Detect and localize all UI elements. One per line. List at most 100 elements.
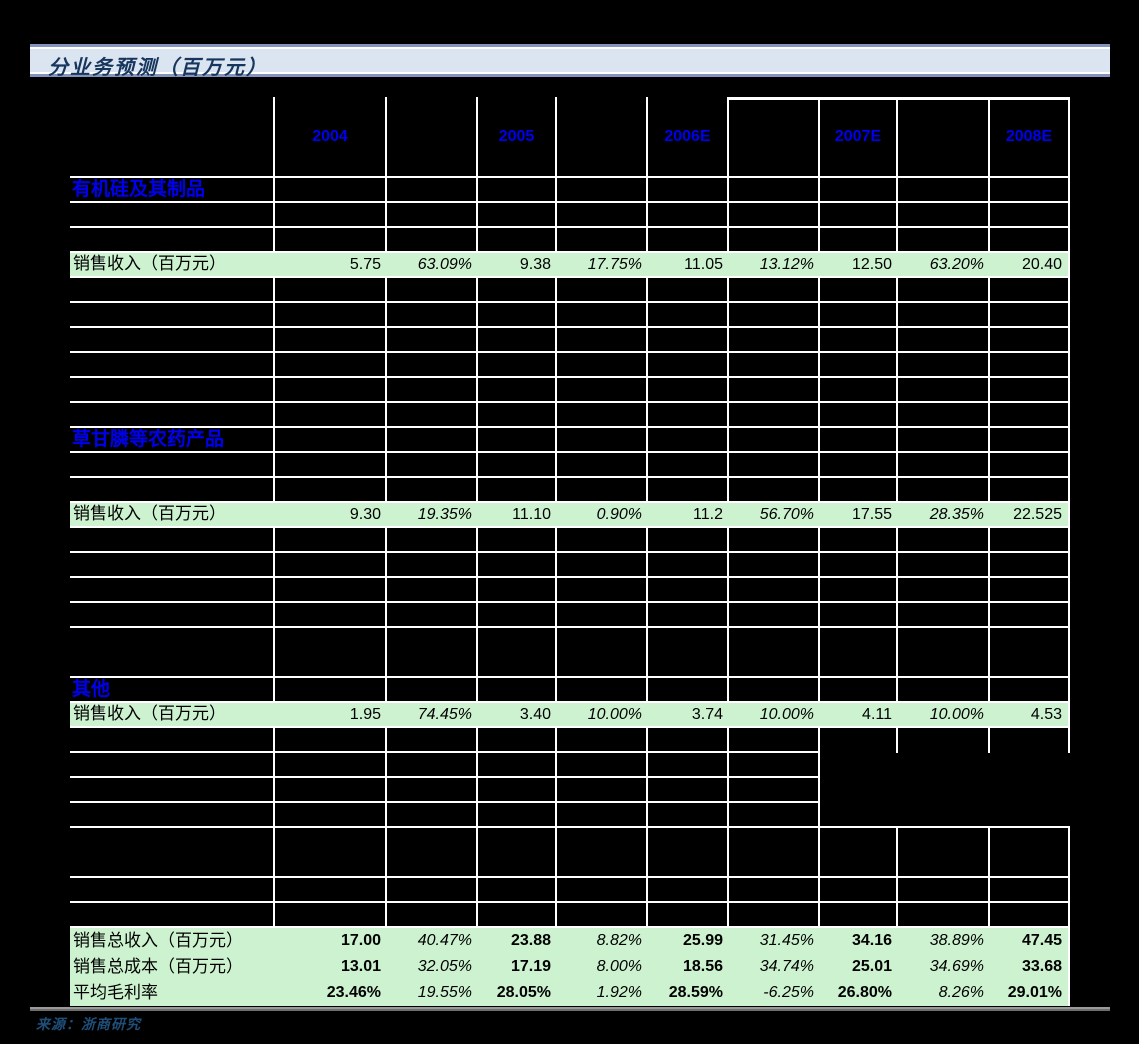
value-cell: 26.80% <box>837 984 892 1001</box>
revenue-row-glyphosate: 销售收入（百万元） 9.30 19.35% 11.10 0.90% 11.2 5… <box>70 503 1070 528</box>
table-row <box>70 603 1070 628</box>
value-cell: 5.75 <box>349 256 381 273</box>
value-cell: -6.25% <box>763 984 814 1001</box>
value-cell: 1.95 <box>349 706 381 723</box>
value-cell: 29.01% <box>1007 984 1062 1001</box>
value-cell: 63.20% <box>929 256 984 273</box>
value-cell: 19.35% <box>417 506 472 523</box>
value-cell: 9.38 <box>519 256 551 273</box>
section-title: 草甘膦等农药产品 <box>70 428 275 453</box>
value-cell: 8.26% <box>938 984 984 1001</box>
value-cell: 40.47% <box>417 932 472 949</box>
bottom-divider <box>30 1007 1110 1011</box>
value-cell: 19.55% <box>417 984 472 1001</box>
value-cell: 34.16 <box>851 932 892 949</box>
revenue-row-other: 销售收入（百万元） 1.95 74.45% 3.40 10.00% 3.74 1… <box>70 703 1070 728</box>
value-cell: 17.75% <box>587 256 642 273</box>
table-row <box>70 628 1070 678</box>
table-row <box>70 278 1070 303</box>
value-cell: 23.88 <box>510 932 551 949</box>
table-row <box>70 878 1070 903</box>
value-cell: 47.45 <box>1021 932 1062 949</box>
row-label: 销售收入（百万元） <box>73 254 226 274</box>
value-cell: 28.35% <box>929 506 984 523</box>
table-row <box>70 453 1070 478</box>
value-cell: 4.53 <box>1030 706 1062 723</box>
table-row <box>70 728 1070 753</box>
header-cell <box>729 97 820 178</box>
summary-row-avg-margin: 平均毛利率 23.46% 19.55% 28.05% 1.92% 28.59% … <box>70 980 1068 1006</box>
value-cell: 56.70% <box>759 506 814 523</box>
table-row <box>70 353 1070 378</box>
table-row <box>70 228 1070 253</box>
value-cell: 11.10 <box>512 506 551 523</box>
summary-block: 销售总收入（百万元） 17.00 40.47% 23.88 8.82% 25.9… <box>70 928 1070 1006</box>
table-row <box>70 778 1070 803</box>
summary-row-total-revenue: 销售总收入（百万元） 17.00 40.47% 23.88 8.82% 25.9… <box>70 928 1068 954</box>
table-row <box>70 403 1070 428</box>
table-row <box>70 528 1070 553</box>
row-label: 平均毛利率 <box>73 983 158 1003</box>
table-row <box>70 553 1070 578</box>
value-cell: 25.01 <box>851 958 892 975</box>
value-cell: 33.68 <box>1021 958 1062 975</box>
value-cell: 20.40 <box>1021 256 1062 273</box>
value-cell: 17.00 <box>340 932 381 949</box>
value-cell: 12.50 <box>851 256 892 273</box>
header-year-2006e: 2006E <box>648 97 729 178</box>
row-label: 销售收入（百万元） <box>73 704 226 724</box>
value-cell: 8.82% <box>596 932 642 949</box>
value-cell: 23.46% <box>326 984 381 1001</box>
section-title: 有机硅及其制品 <box>70 178 275 203</box>
header-year-2005: 2005 <box>478 97 557 178</box>
value-cell: 28.05% <box>496 984 551 1001</box>
value-cell: 34.74% <box>759 958 814 975</box>
header-year-2004: 2004 <box>275 97 387 178</box>
header-year-2008e: 2008E <box>990 97 1070 178</box>
value-cell: 11.2 <box>693 506 723 523</box>
forecast-table: 2004 2005 2006E 2007E 2008E 有机硅及其制品 销售收入… <box>70 97 1070 1006</box>
value-cell: 74.45% <box>417 706 472 723</box>
table-row <box>70 303 1070 328</box>
value-cell: 0.90% <box>596 506 642 523</box>
value-cell: 3.40 <box>519 706 551 723</box>
value-cell: 28.59% <box>668 984 723 1001</box>
value-cell: 38.89% <box>929 932 984 949</box>
table-row <box>70 378 1070 403</box>
table-top-border-segment <box>729 97 1070 100</box>
header-cell <box>898 97 990 178</box>
header-cell <box>70 97 275 178</box>
table-row <box>70 203 1070 228</box>
value-cell: 10.00% <box>587 706 642 723</box>
value-cell: 34.69% <box>929 958 984 975</box>
value-cell: 17.55 <box>851 506 892 523</box>
header-cell <box>387 97 478 178</box>
value-cell: 10.00% <box>759 706 814 723</box>
header-year-2007e: 2007E <box>820 97 898 178</box>
value-cell: 17.19 <box>510 958 551 975</box>
value-cell: 11.05 <box>684 256 723 273</box>
value-cell: 3.74 <box>691 706 723 723</box>
section-row-organosilicon: 有机硅及其制品 <box>70 178 1070 203</box>
source-note: 来源：浙商研究 <box>36 1017 141 1033</box>
table-row <box>70 328 1070 353</box>
value-cell: 22.525 <box>1013 506 1062 523</box>
value-cell: 32.05% <box>417 958 472 975</box>
value-cell: 13.01 <box>340 958 381 975</box>
summary-row-total-cost: 销售总成本（百万元） 13.01 32.05% 17.19 8.00% 18.5… <box>70 954 1068 980</box>
table-row <box>70 803 1070 828</box>
table-row <box>70 828 1070 878</box>
table-row <box>70 903 1070 928</box>
table-row <box>70 753 1070 778</box>
title-bar: 分业务预测（百万元） <box>30 44 1110 79</box>
value-cell: 1.92% <box>596 984 642 1001</box>
value-cell: 18.56 <box>682 958 723 975</box>
value-cell: 9.30 <box>349 506 381 523</box>
row-label: 销售收入（百万元） <box>73 504 226 524</box>
row-label: 销售总成本（百万元） <box>73 957 243 977</box>
value-cell: 13.12% <box>759 256 814 273</box>
table-row <box>70 478 1070 503</box>
value-cell: 25.99 <box>682 932 723 949</box>
table-row <box>70 578 1070 603</box>
value-cell: 10.00% <box>929 706 984 723</box>
